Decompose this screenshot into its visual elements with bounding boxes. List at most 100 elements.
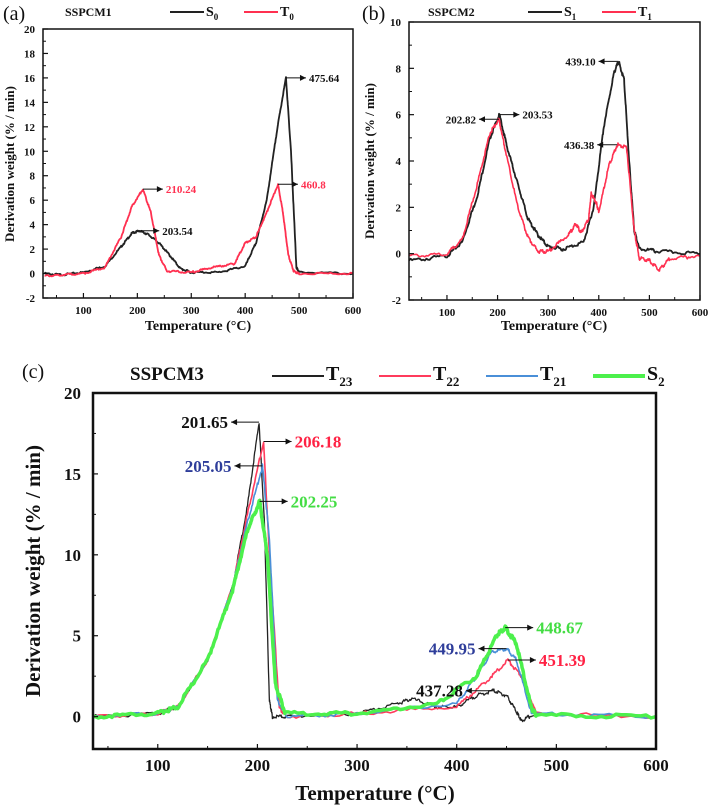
annotation-arrowhead bbox=[598, 58, 605, 65]
x-tick-label: 400 bbox=[237, 305, 254, 317]
legend-subscript: 1 bbox=[572, 12, 577, 22]
annotation-arrowhead bbox=[285, 438, 292, 445]
legend-label: T22 bbox=[433, 363, 459, 389]
y-axis-label: Derivation weight (% / min) bbox=[21, 445, 45, 697]
legend-label: S0 bbox=[206, 5, 219, 22]
annotation-label: 205.05 bbox=[185, 457, 232, 476]
y-axis-label: Derivation weight (% / min) bbox=[2, 86, 17, 242]
y-tick-label: 0 bbox=[396, 249, 402, 261]
y-tick-label: 10 bbox=[390, 17, 402, 29]
peak-annotation: 437.28 bbox=[416, 682, 494, 701]
peak-annotation: 436.38 bbox=[564, 140, 618, 152]
panel-title: SSPCM3 bbox=[130, 364, 204, 385]
annotation-label: 203.54 bbox=[162, 226, 193, 238]
y-tick-label: 4 bbox=[30, 220, 36, 232]
annotation-label: 449.95 bbox=[429, 640, 476, 659]
annotation-arrowhead bbox=[291, 181, 298, 188]
peak-annotation: 448.67 bbox=[505, 619, 583, 638]
y-tick-label: 0 bbox=[30, 269, 36, 281]
x-tick-label: 500 bbox=[544, 756, 570, 775]
y-tick-label: 20 bbox=[64, 384, 81, 403]
legend-subscript: 0 bbox=[214, 12, 219, 22]
x-tick-label: 100 bbox=[439, 307, 456, 319]
peak-annotation: 201.65 bbox=[181, 413, 260, 432]
legend-label: S2 bbox=[647, 363, 665, 389]
legend-subscript: 0 bbox=[289, 12, 294, 22]
annotation-arrowhead bbox=[299, 74, 306, 81]
annotation-arrowhead bbox=[465, 687, 472, 694]
annotation-label: 202.82 bbox=[446, 114, 477, 126]
annotation-arrowhead bbox=[231, 419, 238, 426]
annotation-arrowhead bbox=[513, 111, 520, 118]
x-axis-label: Temperature (°C) bbox=[145, 319, 252, 334]
panel-title: SSPCM2 bbox=[428, 5, 475, 19]
peak-annotation: 202.25 bbox=[259, 492, 338, 511]
series-line-T21 bbox=[93, 463, 656, 719]
peak-annotation: 205.05 bbox=[185, 457, 263, 476]
panel-c: (c) SSPCM3 T23 T22 T21 S2 100 200 300 400 500 600 0 5… bbox=[21, 361, 669, 805]
legend-item: T21 bbox=[486, 363, 566, 389]
series-line-T0 bbox=[44, 183, 353, 278]
legend-subscript: 23 bbox=[339, 374, 353, 389]
legend-label: T21 bbox=[540, 363, 566, 389]
plot-frame bbox=[408, 21, 701, 301]
y-tick-label: 2 bbox=[30, 244, 36, 256]
peak-annotation: 203.53 bbox=[499, 110, 553, 122]
y-tick-label: 4 bbox=[396, 156, 402, 168]
legend-item: S0 bbox=[170, 5, 219, 22]
annotation-arrowhead bbox=[234, 462, 241, 469]
annotation-label: 436.38 bbox=[564, 140, 595, 152]
x-tick-label: 200 bbox=[129, 305, 146, 317]
series-line-T22 bbox=[93, 441, 656, 719]
y-tick-label: 5 bbox=[73, 627, 82, 646]
plot-frame bbox=[91, 391, 658, 751]
legend-subscript: 2 bbox=[658, 374, 665, 389]
legend-label: T0 bbox=[280, 5, 294, 22]
annotation-label: 201.65 bbox=[181, 413, 228, 432]
x-axis-label: Temperature (°C) bbox=[295, 781, 454, 805]
panel-label: (c) bbox=[22, 361, 44, 383]
series-line-T1 bbox=[409, 117, 700, 272]
peak-annotation: 202.82 bbox=[446, 114, 499, 126]
annotation-arrowhead bbox=[156, 186, 163, 193]
peak-annotation: 439.10 bbox=[565, 56, 619, 68]
annotation-arrowhead bbox=[597, 141, 604, 148]
panel-b: (b) SSPCM2 S1 T1 100 200 300 400 500 600 -2 0 2 4 6 8 10… bbox=[362, 3, 709, 334]
annotation-label: 437.28 bbox=[416, 682, 463, 701]
peak-annotation: 206.18 bbox=[263, 433, 342, 452]
x-tick-label: 100 bbox=[145, 756, 171, 775]
annotation-label: 202.25 bbox=[291, 492, 338, 511]
legend-subscript: 21 bbox=[553, 374, 566, 389]
y-axis-label: Derivation weight (% / min) bbox=[362, 83, 377, 239]
annotation-label: 439.10 bbox=[565, 56, 596, 68]
annotation-arrowhead bbox=[529, 657, 536, 663]
legend-item: S1 bbox=[528, 5, 577, 22]
panel-label: (b) bbox=[362, 3, 385, 25]
annotation-arrowhead bbox=[153, 227, 160, 234]
legend-label: T1 bbox=[638, 5, 652, 22]
x-tick-label: 100 bbox=[75, 305, 92, 317]
x-tick-label: 500 bbox=[291, 305, 308, 317]
legend-label: T23 bbox=[326, 363, 353, 389]
annotation-label: 206.18 bbox=[295, 433, 342, 452]
series-line-S0 bbox=[43, 76, 353, 277]
y-tick-label: 0 bbox=[73, 708, 82, 727]
annotation-label: 448.67 bbox=[536, 619, 583, 638]
y-tick-label: -2 bbox=[26, 293, 36, 305]
y-tick-label: 6 bbox=[396, 110, 402, 122]
y-tick-label: 6 bbox=[30, 195, 36, 207]
annotation-arrowhead bbox=[281, 498, 288, 505]
peak-annotation: 210.24 bbox=[142, 184, 197, 196]
y-tick-label: 18 bbox=[24, 48, 36, 60]
legend-item: T0 bbox=[244, 5, 294, 22]
peak-annotation: 203.54 bbox=[139, 226, 193, 238]
x-tick-label: 400 bbox=[444, 756, 470, 775]
peak-annotation: 449.95 bbox=[429, 640, 507, 659]
x-tick-label: 200 bbox=[245, 756, 271, 775]
x-tick-label: 600 bbox=[643, 756, 669, 775]
x-tick-label: 300 bbox=[540, 307, 557, 319]
annotation-arrowhead bbox=[478, 116, 485, 123]
y-tick-label: 15 bbox=[64, 465, 81, 484]
legend-item: T22 bbox=[379, 363, 459, 389]
x-tick-label: 500 bbox=[641, 307, 658, 319]
